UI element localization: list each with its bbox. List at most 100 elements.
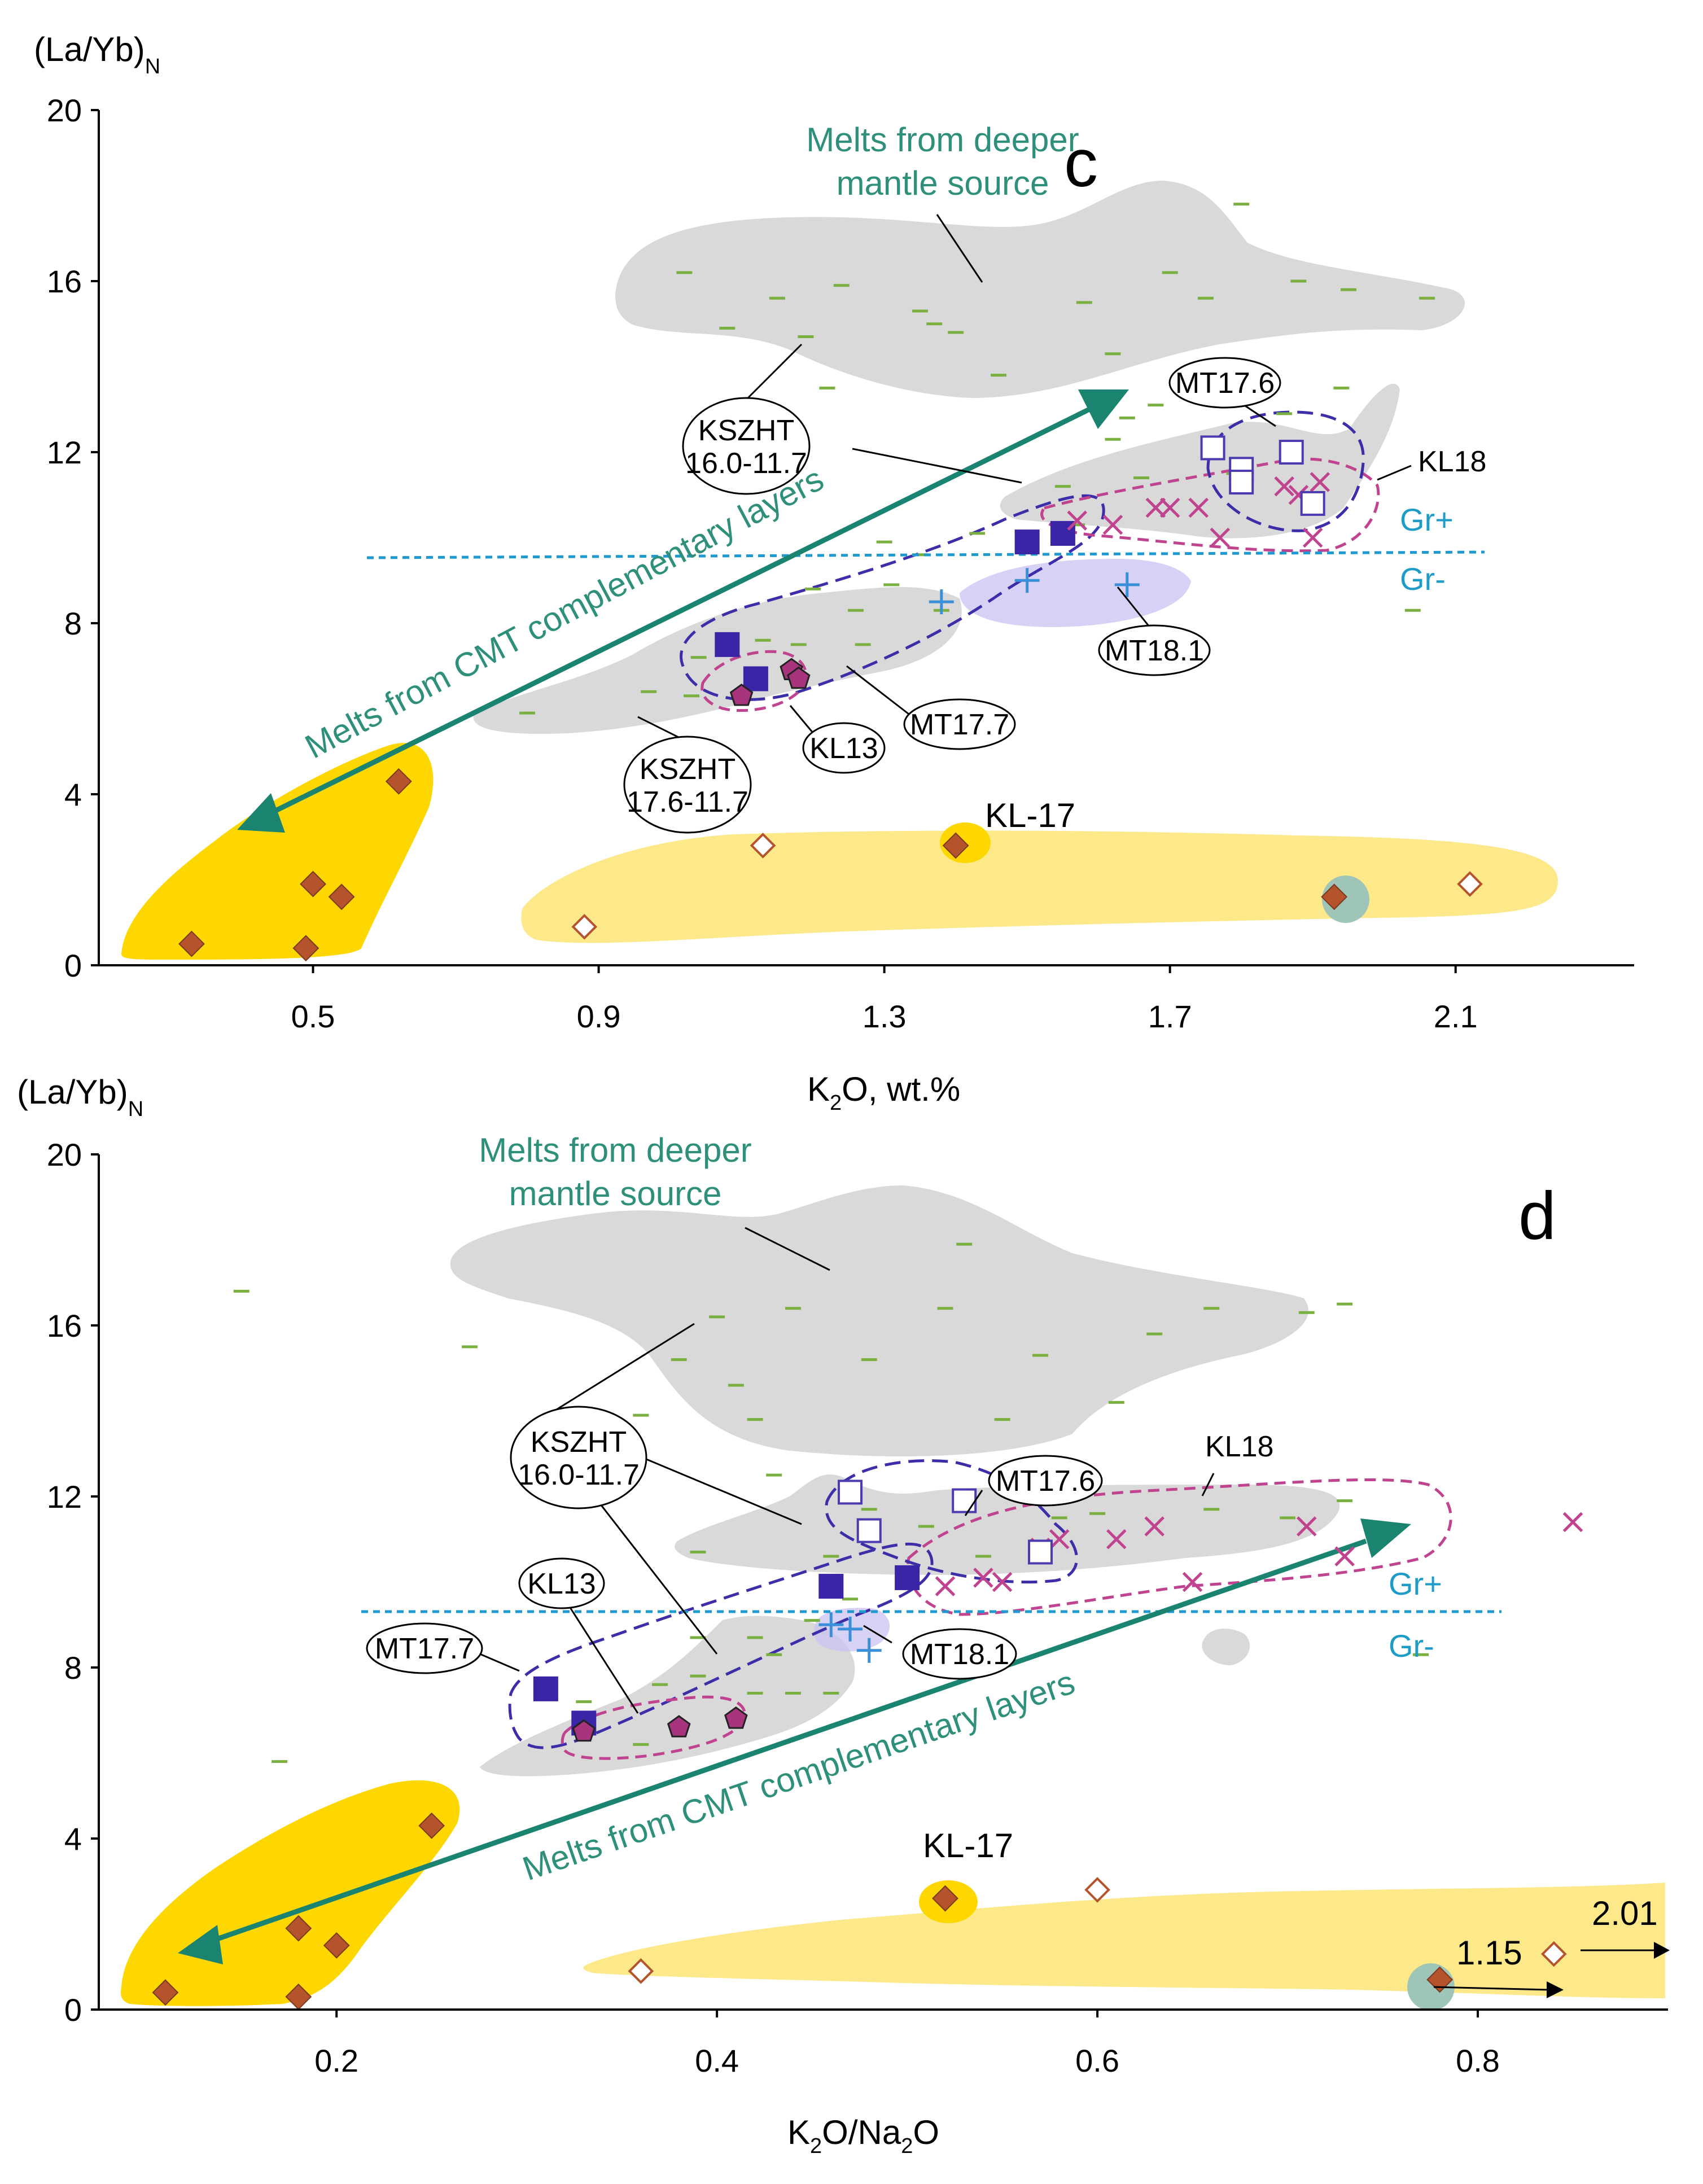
mt181-bubble-d [902,1628,1017,1680]
kl18-point [1302,527,1323,548]
diamond-point [328,883,355,911]
region-small-d [1202,1629,1250,1665]
mt176-point [952,1488,977,1513]
mt177-label-c: MT17.7 [910,708,1009,741]
x-tick-label: 0.5 [291,999,335,1034]
kl13-label-d: KL13 [527,1568,596,1600]
kl18-point [1144,1516,1164,1537]
mt177-bubble-d [366,1622,483,1674]
mt177-leader-c [846,665,909,715]
off-scale-arrow-1-d [1433,1986,1550,1991]
mt181-point [929,589,954,615]
kl18-point [1106,1529,1127,1550]
mt177-point [533,1676,558,1701]
outline-kl13-d [561,1695,747,1760]
y-tick-label: 0 [64,1992,82,2028]
panel-c: 0 4 8 12 16 20 0.5 0.9 1.3 1.7 2.1 (La/Yb)N K2O, … [34,30,1634,1115]
mt176-label-d: MT17.6 [996,1465,1095,1498]
gr-plus-c: Gr+ [1400,502,1454,537]
mt181-label-d: MT18.1 [910,1638,1009,1671]
gr-plus-d: Gr+ [1389,1566,1442,1601]
region-kl17-band-c [521,830,1558,943]
mt181-point [1014,568,1040,593]
region-cmt-d [120,1780,460,2006]
mt177-point [1014,529,1040,555]
y-tick-label: 12 [47,435,82,470]
x-label-d: K2O/Na2O [787,2113,939,2158]
off-scale-arrowhead-1-d [1547,1981,1564,1998]
mt177-point [715,632,740,657]
y-label-d: (La/Yb)N [17,1073,143,1121]
kszht-lower-line2-c: 17.6-11.7 [627,786,748,819]
kl18-point [992,1572,1013,1592]
mt176-point [838,1480,863,1505]
region-deep-melt-c [615,181,1465,398]
mt176-leader-d [964,1490,983,1516]
x-label-c: K2O, wt.% [807,1070,960,1115]
markers-d [152,1480,1583,2010]
y-tick-label: 20 [47,93,82,128]
mt177-label-d: MT17.7 [375,1632,474,1665]
x-tick-label: 0.6 [1075,2043,1119,2078]
mt176-bubble-d [988,1455,1103,1507]
open-diamond-point [1084,1877,1110,1903]
x-tick-label: 2.1 [1434,999,1478,1034]
y-tick-label: 4 [64,777,82,812]
kszht-upper-bubble-c [682,397,811,495]
kl18-point [1067,510,1087,531]
kszht-leader2-d [646,1458,802,1525]
kl13-point [572,1719,596,1742]
kl13-leader-d [566,1603,639,1714]
kl18-point [1210,527,1231,548]
kl13-bubble-c [802,722,886,774]
mt177-point [743,666,768,691]
diamond-point [323,1932,350,1959]
kl18-point [973,1568,993,1588]
kl18-point [1145,497,1166,518]
mt177-point [895,1565,920,1590]
y-tick-label: 8 [64,606,82,641]
outline-mt176-d [825,1459,1078,1584]
kszht-points-d [233,1242,1429,1763]
kl18-point [1159,497,1180,518]
mt176-point [856,1518,882,1543]
open-diamond-point [628,1958,654,1984]
kl18-point [1188,497,1209,518]
mt177-bubble-c [903,698,1016,750]
y-tick-label: 16 [47,264,82,299]
mt176-bubble-c [1168,357,1281,409]
deep-melt-leader-c [936,214,983,283]
kszht-bubble-d [510,1406,647,1509]
deep-melt-line2-c: mantle source [837,164,1049,202]
kl13-label-c: KL13 [809,732,878,765]
x-ticks-d: 0.2 0.4 0.6 0.8 [314,2010,1500,2078]
diamond-point [1426,1966,1454,1993]
mt177-point [818,1574,844,1599]
kl18-leader-c [1377,465,1412,481]
outline-mt177-c [680,494,1105,701]
cmt-arrowhead-up-d [1360,1518,1411,1558]
gr-minus-d: Gr- [1389,1628,1434,1664]
mt181-point [856,1638,882,1663]
kszht-lower-bubble-c [623,736,752,834]
mt181-point [838,1616,863,1642]
kl17-label-c: KL-17 [985,796,1075,834]
kl13-point [787,666,811,689]
cmt-arrowhead-up-c [1078,389,1129,429]
region-kszht-low-d [480,1616,855,1776]
mt176-point [1300,491,1325,516]
panel-d: 0 4 8 12 16 20 0.2 0.4 0.6 0.8 (La/Yb)N K2O/Na2O… [17,1073,1670,2158]
deep-melt-line2-d: mantle source [509,1175,722,1213]
cmt-arrowhead-down-c [237,793,285,833]
x-tick-label: 1.7 [1148,999,1192,1034]
x-ticks-c: 0.5 0.9 1.3 1.7 2.1 [291,965,1478,1034]
kl18-leader-d [1201,1473,1215,1496]
mt176-leader-c [1241,402,1276,427]
y-tick-label: 4 [64,1821,82,1857]
cmt-arrow-d [208,1538,1367,1945]
mt176-point [1200,435,1225,461]
kszht-lower-line1-c: KSZHT [640,753,736,786]
deep-melt-line1-d: Melts from deeper [479,1131,752,1169]
kl13-point [724,1706,748,1729]
